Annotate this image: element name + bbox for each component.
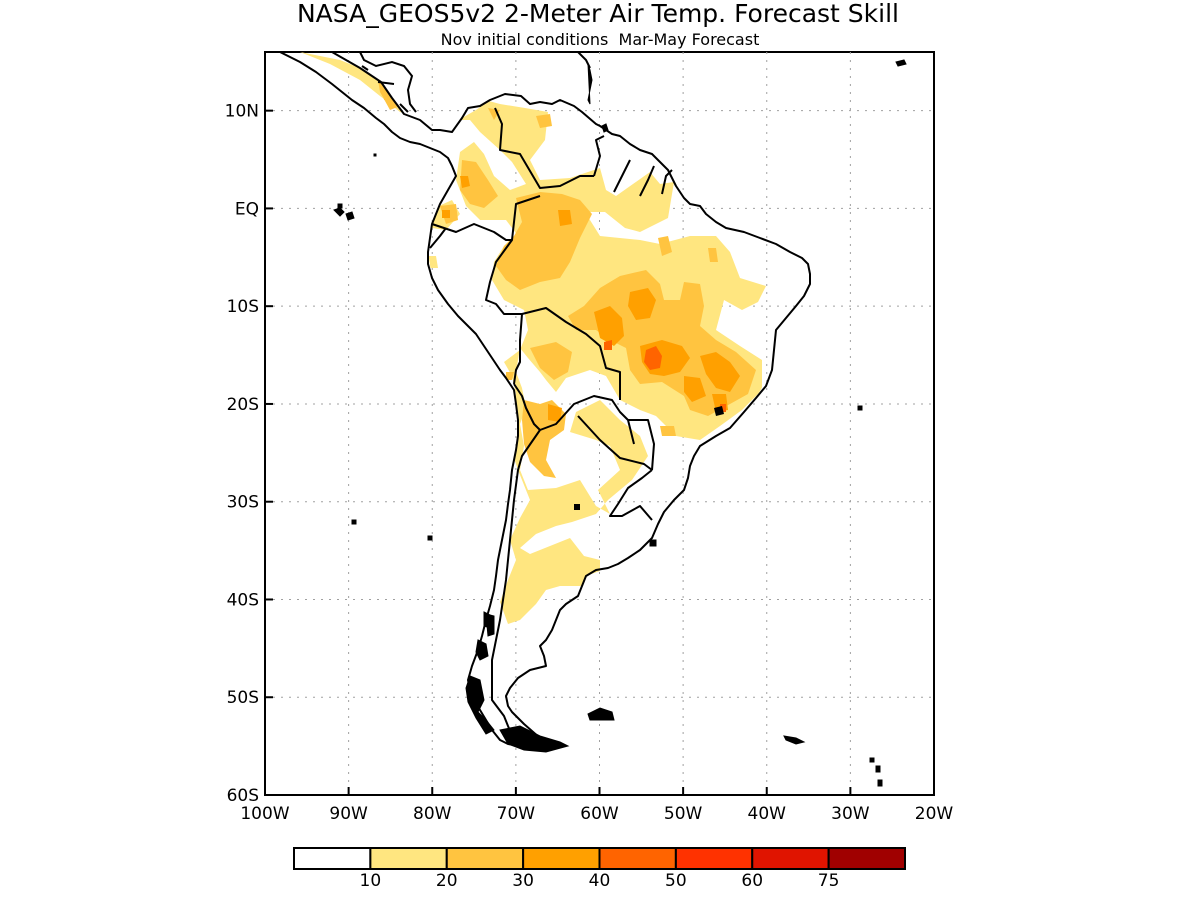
south-georgia: [783, 735, 806, 745]
uruguay-lagoon: [649, 539, 657, 547]
lat-tick-label: 20S: [227, 395, 259, 415]
lat-tick-label: 10N: [225, 102, 259, 122]
lat-tick-label: 10S: [227, 297, 259, 317]
border-peru-bolivia: [513, 313, 523, 385]
lon-tick-label: 90W: [329, 804, 368, 824]
chiloe-island: [485, 613, 495, 637]
lat-tick-label: 50S: [227, 688, 259, 708]
border-peru-brazil: [485, 239, 522, 315]
colorbar-label: 10: [360, 871, 382, 891]
colorbar-swatch: [674, 847, 754, 870]
map-axes: 100W 90W 80W 70W 60W 50W 40W 30W 20W 10N EQ 10S 20S 3…: [225, 102, 954, 824]
border-bolivia-paraguay: [539, 395, 635, 445]
colorbar: 10 20 30 40 50 60 75: [293, 847, 906, 891]
lon-tick-label: 80W: [413, 804, 452, 824]
tierra-del-fuego: [499, 725, 570, 753]
colorbar-swatch: [445, 847, 525, 870]
border-colombia-peru: [431, 195, 541, 241]
lon-tick-label: 100W: [240, 804, 289, 824]
islands: [333, 59, 907, 787]
atlantic-islets-north: [895, 59, 907, 67]
falkland-islands: [587, 707, 615, 721]
skill-region-10: [300, 52, 766, 624]
lon-tick-label: 40W: [748, 804, 787, 824]
lat-tick-label: EQ: [235, 199, 259, 219]
border-brazil-uruguay-argentina: [609, 469, 653, 521]
country-borders: [361, 65, 673, 741]
lat-tick-label: 60S: [227, 786, 259, 806]
map-subtitle: Nov initial conditions Mar-May Forecast: [441, 30, 760, 49]
colorbar-label: 40: [589, 871, 611, 891]
colorbar-label: 20: [436, 871, 458, 891]
colorbar-swatch: [369, 847, 448, 870]
trinidad: [601, 123, 609, 133]
lon-tick-label: 50W: [664, 804, 703, 824]
caribbean-coastline: [359, 52, 417, 113]
lon-tick-label: 30W: [831, 804, 870, 824]
border-brazil-paraguay: [628, 419, 655, 471]
pacific-islets: [351, 153, 433, 541]
galapagos-islands: [333, 203, 355, 221]
skill-region-30: [442, 176, 740, 422]
lon-tick-label: 20W: [915, 804, 954, 824]
border-colombia-venezuela: [494, 107, 594, 189]
colorbar-label: 75: [818, 871, 840, 891]
colorbar-label: 50: [665, 871, 687, 891]
lesser-antilles: [587, 63, 593, 105]
border-ecuador-peru: [429, 227, 447, 249]
colorbar-swatch: [293, 847, 372, 870]
lon-tick-label: 70W: [497, 804, 536, 824]
border-paraguay-argentina: [577, 415, 653, 471]
colorbar-swatch: [751, 847, 830, 870]
colorbar-label: 30: [512, 871, 534, 891]
map-title: NASA_GEOS5v2 2-Meter Air Temp. Forecast …: [297, 0, 899, 28]
fernando-de-noronha: [857, 405, 863, 411]
lon-tick-label: 60W: [580, 804, 619, 824]
border-bolivia-brazil: [521, 307, 621, 400]
lat-tick-label: 30S: [227, 493, 259, 513]
colorbar-swatch: [827, 847, 906, 870]
south-sandwich-islands: [869, 757, 883, 787]
coastline: [279, 52, 811, 747]
border-venezuela-guyana: [593, 135, 605, 177]
colorbar-swatch: [598, 847, 677, 870]
border-bolivia-chile: [513, 383, 541, 431]
hispaniola-fragment: [577, 52, 591, 69]
skill-shading: [300, 52, 766, 624]
colorbar-swatch: [522, 847, 601, 870]
lat-tick-label: 40S: [227, 590, 259, 610]
border-chile-argentina: [491, 429, 541, 741]
colorbar-label: 60: [741, 871, 763, 891]
